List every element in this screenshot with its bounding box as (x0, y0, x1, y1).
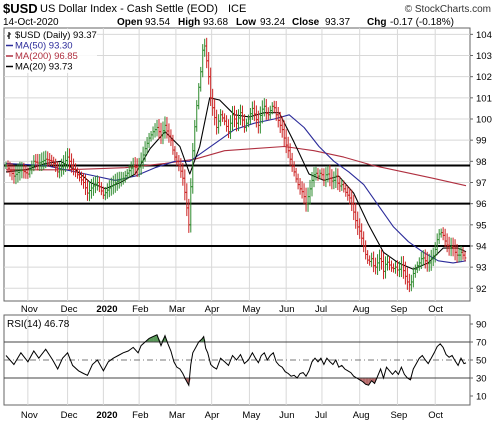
price-x-tick-label: May (242, 304, 260, 315)
price-y-tick-label: 104 (476, 30, 492, 41)
rsi-x-tick-label: Dec (61, 410, 78, 421)
low-label: Low (236, 17, 256, 28)
rsi-x-tick-label: Nov (21, 410, 38, 421)
price-panel-frame (3, 27, 471, 302)
chart-exchange: ICE (228, 3, 246, 15)
rsi-oversold-fill (362, 378, 366, 385)
price-y-tick-label: 93 (476, 263, 487, 274)
legend-entry: $USD (Daily) 93.37 (15, 30, 97, 41)
price-y-tick-label: 100 (476, 115, 492, 126)
rsi-x-tick-label: Aug (353, 410, 370, 421)
legend-entry: MA(200) 96.85 (15, 51, 78, 62)
rsi-overbought-fill (157, 334, 161, 342)
price-bars (4, 37, 467, 293)
low-value: 93.24 (260, 17, 285, 28)
close-label: Close (292, 17, 320, 28)
chg-value: -0.17 (-0.18%) (390, 17, 454, 28)
rsi-y-tick-label: 30 (476, 374, 487, 385)
rsi-line-layer (5, 334, 467, 387)
brand-watermark: © StockCharts.com (405, 4, 491, 15)
support-resistance-lines (4, 164, 470, 247)
rsi-oversold-fill (371, 378, 375, 384)
price-x-tick-label: Dec (61, 304, 78, 315)
rsi-x-tick-label: Jun (279, 410, 294, 421)
rsi-y-tick-label: 70 (476, 338, 487, 349)
price-y-tick-label: 103 (476, 51, 492, 62)
price-axis: 104 103 102 101 100 99 98 97 96 95 94 93 92 (470, 30, 492, 295)
rsi-y-tick-label: 90 (476, 320, 487, 331)
rsi-x-tick-label: Feb (132, 410, 148, 421)
price-x-tick-label: Feb (132, 304, 148, 315)
price-x-axis: Nov Dec 2020 Feb Mar Apr May Jun Jul Aug Sep Oct (21, 304, 443, 315)
price-y-tick-label: 98 (476, 157, 487, 168)
rsi-axis: 90 70 50 30 10 (470, 320, 487, 403)
chart-name: US Dollar Index - Cash Settle (EOD) (40, 3, 218, 15)
price-x-tick-label: 2020 (96, 304, 117, 315)
price-x-tick-label: Aug (353, 304, 370, 315)
rsi-x-tick-label: Sep (390, 410, 407, 421)
rsi-x-tick-label: Oct (428, 410, 443, 421)
price-y-tick-label: 92 (476, 284, 487, 295)
rsi-x-tick-label: 2020 (96, 410, 117, 421)
chg-label: Chg (367, 17, 386, 28)
high-value: 93.68 (203, 17, 228, 28)
price-y-tick-label: 99 (476, 136, 487, 147)
rsi-panel: 90 70 50 30 10 RSI(14) 46.78 (3, 314, 487, 406)
price-y-tick-label: 97 (476, 178, 487, 189)
rsi-x-tick-label: May (242, 410, 260, 421)
price-y-tick-label: 95 (476, 220, 487, 231)
legend-entry: MA(20) 93.73 (15, 62, 73, 73)
price-panel: 104 103 102 101 100 99 98 97 96 95 94 93 92 $USD (Da… (3, 27, 492, 302)
price-x-tick-label: Mar (169, 304, 185, 315)
chart-symbol: $USD (3, 1, 38, 16)
price-y-tick-label: 101 (476, 93, 492, 104)
open-label: Open (117, 17, 143, 28)
price-y-tick-label: 94 (476, 241, 487, 252)
close-value: 93.37 (325, 17, 350, 28)
rsi-label: RSI(14) 46.78 (7, 319, 70, 330)
quote-date: 14-Oct-2020 (3, 17, 59, 28)
price-x-tick-label: Apr (205, 304, 220, 315)
rsi-y-tick-label: 50 (476, 356, 487, 367)
price-x-tick-label: Oct (428, 304, 443, 315)
open-value: 93.54 (145, 17, 170, 28)
rsi-y-tick-label: 10 (476, 392, 487, 403)
rsi-reference-lines (4, 341, 470, 379)
price-y-tick-label: 96 (476, 199, 487, 210)
rsi-oversold-fill (365, 378, 369, 386)
ma200-line (6, 145, 467, 187)
ma200-layer (6, 145, 467, 187)
price-x-tick-label: Sep (390, 304, 407, 315)
price-x-tick-label: Nov (21, 304, 38, 315)
rsi-x-tick-label: Mar (169, 410, 185, 421)
rsi-x-tick-label: Apr (205, 410, 220, 421)
rsi-x-axis: Nov Dec 2020 Feb Mar Apr May Jun Jul Aug Sep Oct (21, 410, 443, 421)
rsi-line (5, 334, 467, 387)
legend-background (5, 29, 97, 73)
price-y-tick-label: 102 (476, 72, 492, 83)
price-x-tick-label: Jun (279, 304, 294, 315)
legend-entry: MA(50) 93.30 (15, 41, 73, 52)
high-label: High (178, 17, 200, 28)
rsi-x-tick-label: Jul (315, 410, 327, 421)
price-x-tick-label: Jul (315, 304, 327, 315)
